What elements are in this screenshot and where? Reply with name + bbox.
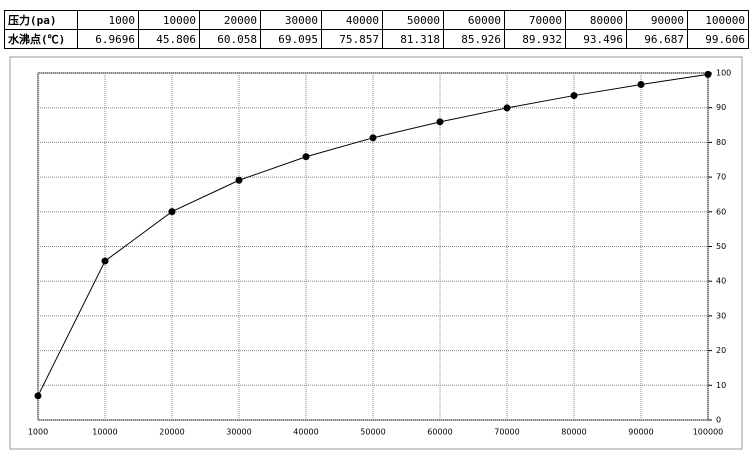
x-tick-label: 40000: [293, 428, 318, 437]
table-row: 水沸点(℃) 6.9696 45.806 60.058 69.095 75.857 81.3…: [4, 29, 749, 49]
x-tick-label: 60000: [427, 428, 452, 437]
x-tick-label: 50000: [360, 428, 385, 437]
data-point: [637, 80, 645, 88]
x-tick-label: 100000: [693, 428, 724, 437]
table-row: 压力(pa) 1000 10000 20000 30000 40000 50000 60000…: [4, 10, 749, 30]
y-tick-label: 10: [716, 381, 726, 390]
y-tick-label: 0: [716, 416, 721, 425]
x-tick-label: 90000: [628, 428, 653, 437]
data-point: [436, 118, 444, 126]
x-tick-label: 1000: [28, 428, 48, 437]
y-tick-label: 100: [716, 69, 731, 78]
x-tick-label: 10000: [92, 428, 117, 437]
table-cell: 60.058: [199, 29, 261, 49]
data-point: [369, 134, 377, 142]
table-cell: 30000: [260, 10, 322, 30]
table-cell: 75.857: [321, 29, 383, 49]
data-point: [34, 392, 42, 400]
y-tick-label: 50: [716, 242, 726, 251]
y-tick-label: 60: [716, 207, 726, 216]
y-tick-label: 70: [716, 173, 726, 182]
y-tick-label: 20: [716, 346, 726, 355]
y-tick-label: 30: [716, 311, 726, 320]
table-cell: 45.806: [138, 29, 200, 49]
y-tick-label: 80: [716, 138, 726, 147]
row-label: 水沸点(℃): [4, 29, 78, 49]
x-tick-label: 70000: [494, 428, 519, 437]
y-tick-label: 40: [716, 277, 726, 286]
x-tick-label: 80000: [561, 428, 586, 437]
table-cell: 93.496: [565, 29, 627, 49]
table-cell: 81.318: [382, 29, 444, 49]
y-tick-label: 90: [716, 103, 726, 112]
table-cell: 80000: [565, 10, 627, 30]
data-point: [570, 92, 578, 100]
data-point: [302, 153, 310, 161]
table-cell: 85.926: [443, 29, 505, 49]
table-cell: 69.095: [260, 29, 322, 49]
data-point: [235, 176, 243, 184]
table-cell: 89.932: [504, 29, 566, 49]
data-point: [704, 70, 712, 78]
data-table: 压力(pa) 1000 10000 20000 30000 40000 50000 60000…: [4, 10, 749, 49]
x-tick-label: 30000: [226, 428, 251, 437]
chart-frame: [9, 56, 743, 450]
data-point: [503, 104, 511, 112]
table-cell: 99.606: [687, 29, 749, 49]
x-tick-label: 20000: [159, 428, 184, 437]
data-point: [101, 257, 109, 265]
data-point: [168, 208, 176, 216]
